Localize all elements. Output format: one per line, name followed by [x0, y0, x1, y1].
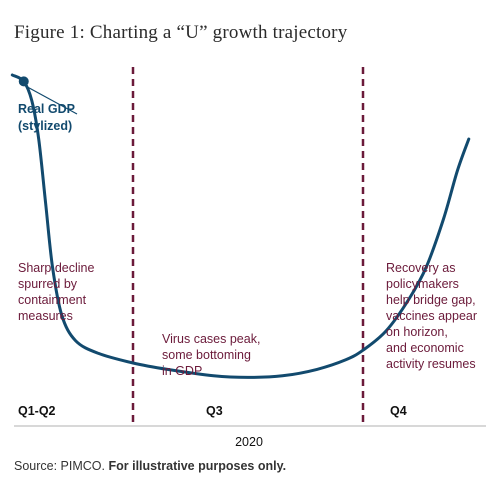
source-note: Source: PIMCO. For illustrative purposes… — [14, 459, 286, 473]
x-tick-label-q4: Q4 — [390, 404, 407, 418]
x-axis-label: 2020 — [235, 435, 263, 449]
series-label-leader — [20, 82, 78, 115]
series-label-real-gdp: Real GDP (stylized) — [18, 102, 75, 133]
page-title: Figure 1: Charting a “U” growth trajecto… — [14, 22, 348, 43]
annotation-sharp-decline: Sharp decline spurred by containment measur… — [18, 261, 94, 323]
x-tick-label-q3: Q3 — [206, 404, 223, 418]
source-text: Source: PIMCO. — [14, 459, 105, 473]
annotation-virus-peak: Virus cases peak, some bottoming in GDP — [162, 332, 260, 378]
annotation-recovery: Recovery as policymakers help bridge gap, v… — [386, 261, 477, 371]
series-line-real-gdp — [10, 73, 471, 379]
x-tick-label-q1-q2: Q1-Q2 — [18, 404, 56, 418]
source-disclaimer: For illustrative purposes only. — [108, 459, 287, 473]
